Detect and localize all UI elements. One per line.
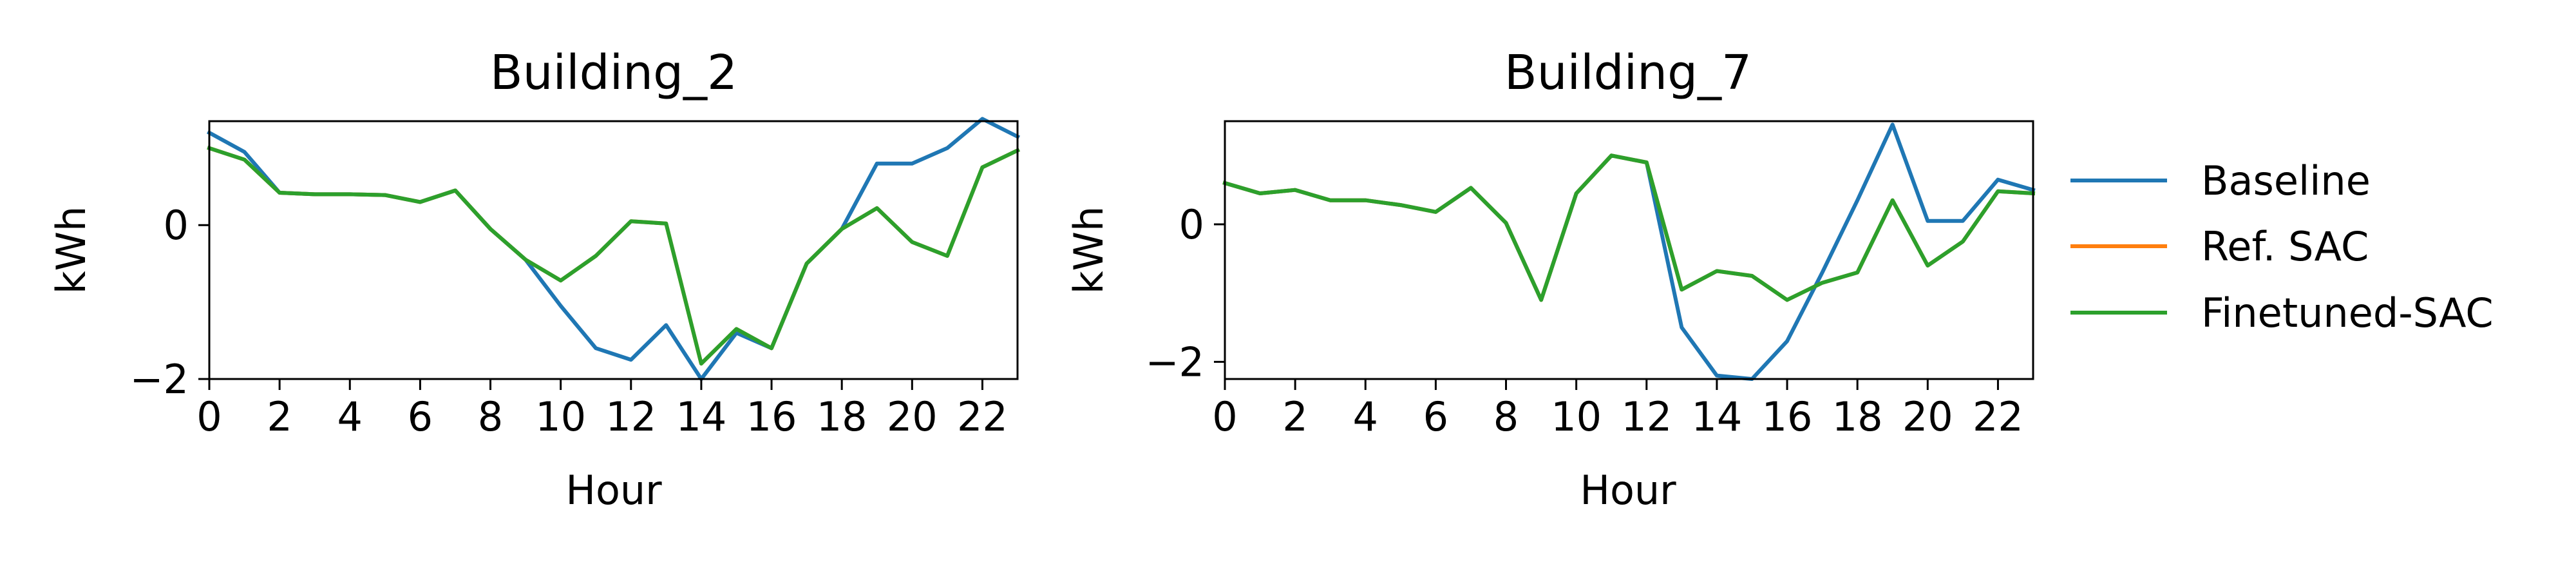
x-tick-label: 22 (957, 393, 1008, 440)
legend-label-ref-sac: Ref. SAC (2201, 223, 2369, 270)
y-tick-label: −2 (1146, 338, 1204, 385)
series-line-finetuned-sac (207, 146, 1021, 366)
x-tick-label: 2 (267, 393, 292, 440)
y-ticks: −2 0 (1146, 201, 1225, 385)
x-tick-label: 14 (676, 393, 726, 440)
x-ticks: 0 2 4 6 8 10 12 14 16 18 20 22 (1212, 379, 2023, 440)
plot-frame (1224, 120, 2034, 380)
y-tick-label: 0 (1179, 201, 1204, 248)
x-axis-label: Hour (1580, 467, 1676, 514)
y-axis-label: kWh (48, 206, 95, 295)
x-tick-label: 6 (1423, 393, 1448, 440)
legend-label-baseline: Baseline (2201, 157, 2371, 204)
x-tick-label: 2 (1282, 393, 1307, 440)
x-axis-label: Hour (565, 467, 662, 514)
x-tick-label: 20 (1902, 393, 1953, 440)
legend: Baseline Ref. SAC Finetuned-SAC (2070, 157, 2494, 336)
series-group (206, 117, 1021, 381)
x-ticks: 0 2 4 6 8 10 12 14 16 18 20 22 (196, 379, 1008, 440)
x-tick-label: 0 (1212, 393, 1237, 440)
x-tick-label: 10 (535, 393, 586, 440)
y-ticks: −2 0 (130, 202, 209, 403)
x-tick-label: 0 (196, 393, 222, 440)
y-tick-label: −2 (130, 356, 189, 403)
x-tick-label: 16 (746, 393, 797, 440)
x-tick-label: 22 (1973, 393, 2023, 440)
x-tick-label: 8 (478, 393, 503, 440)
y-tick-label: 0 (164, 202, 189, 249)
x-tick-label: 16 (1762, 393, 1813, 440)
plot-frame (208, 120, 1019, 380)
x-tick-label: 20 (887, 393, 938, 440)
series-line-finetuned-sac (1222, 153, 2036, 302)
x-tick-label: 14 (1691, 393, 1742, 440)
x-tick-label: 12 (1621, 393, 1672, 440)
x-tick-label: 10 (1551, 393, 1602, 440)
subplot-building-7: Building_7 0 2 4 6 8 10 12 14 16 18 20 22 −20 Hour … (1065, 45, 2036, 514)
y-axis-label: kWh (1065, 206, 1112, 295)
x-tick-label: 4 (1353, 393, 1378, 440)
x-tick-label: 6 (408, 393, 433, 440)
x-tick-label: 18 (817, 393, 867, 440)
subplot-building-2: Building_2 0 2 4 6 8 10 12 14 16 18 20 22 −20 Hour … (48, 45, 1021, 514)
series-group (1222, 122, 2036, 381)
x-tick-label: 12 (605, 393, 656, 440)
subplot-title: Building_7 (1504, 45, 1752, 101)
x-tick-label: 4 (337, 393, 363, 440)
x-tick-label: 18 (1832, 393, 1883, 440)
x-tick-label: 8 (1493, 393, 1519, 440)
subplot-title: Building_2 (490, 45, 737, 101)
legend-label-finetuned-sac: Finetuned-SAC (2201, 289, 2494, 336)
